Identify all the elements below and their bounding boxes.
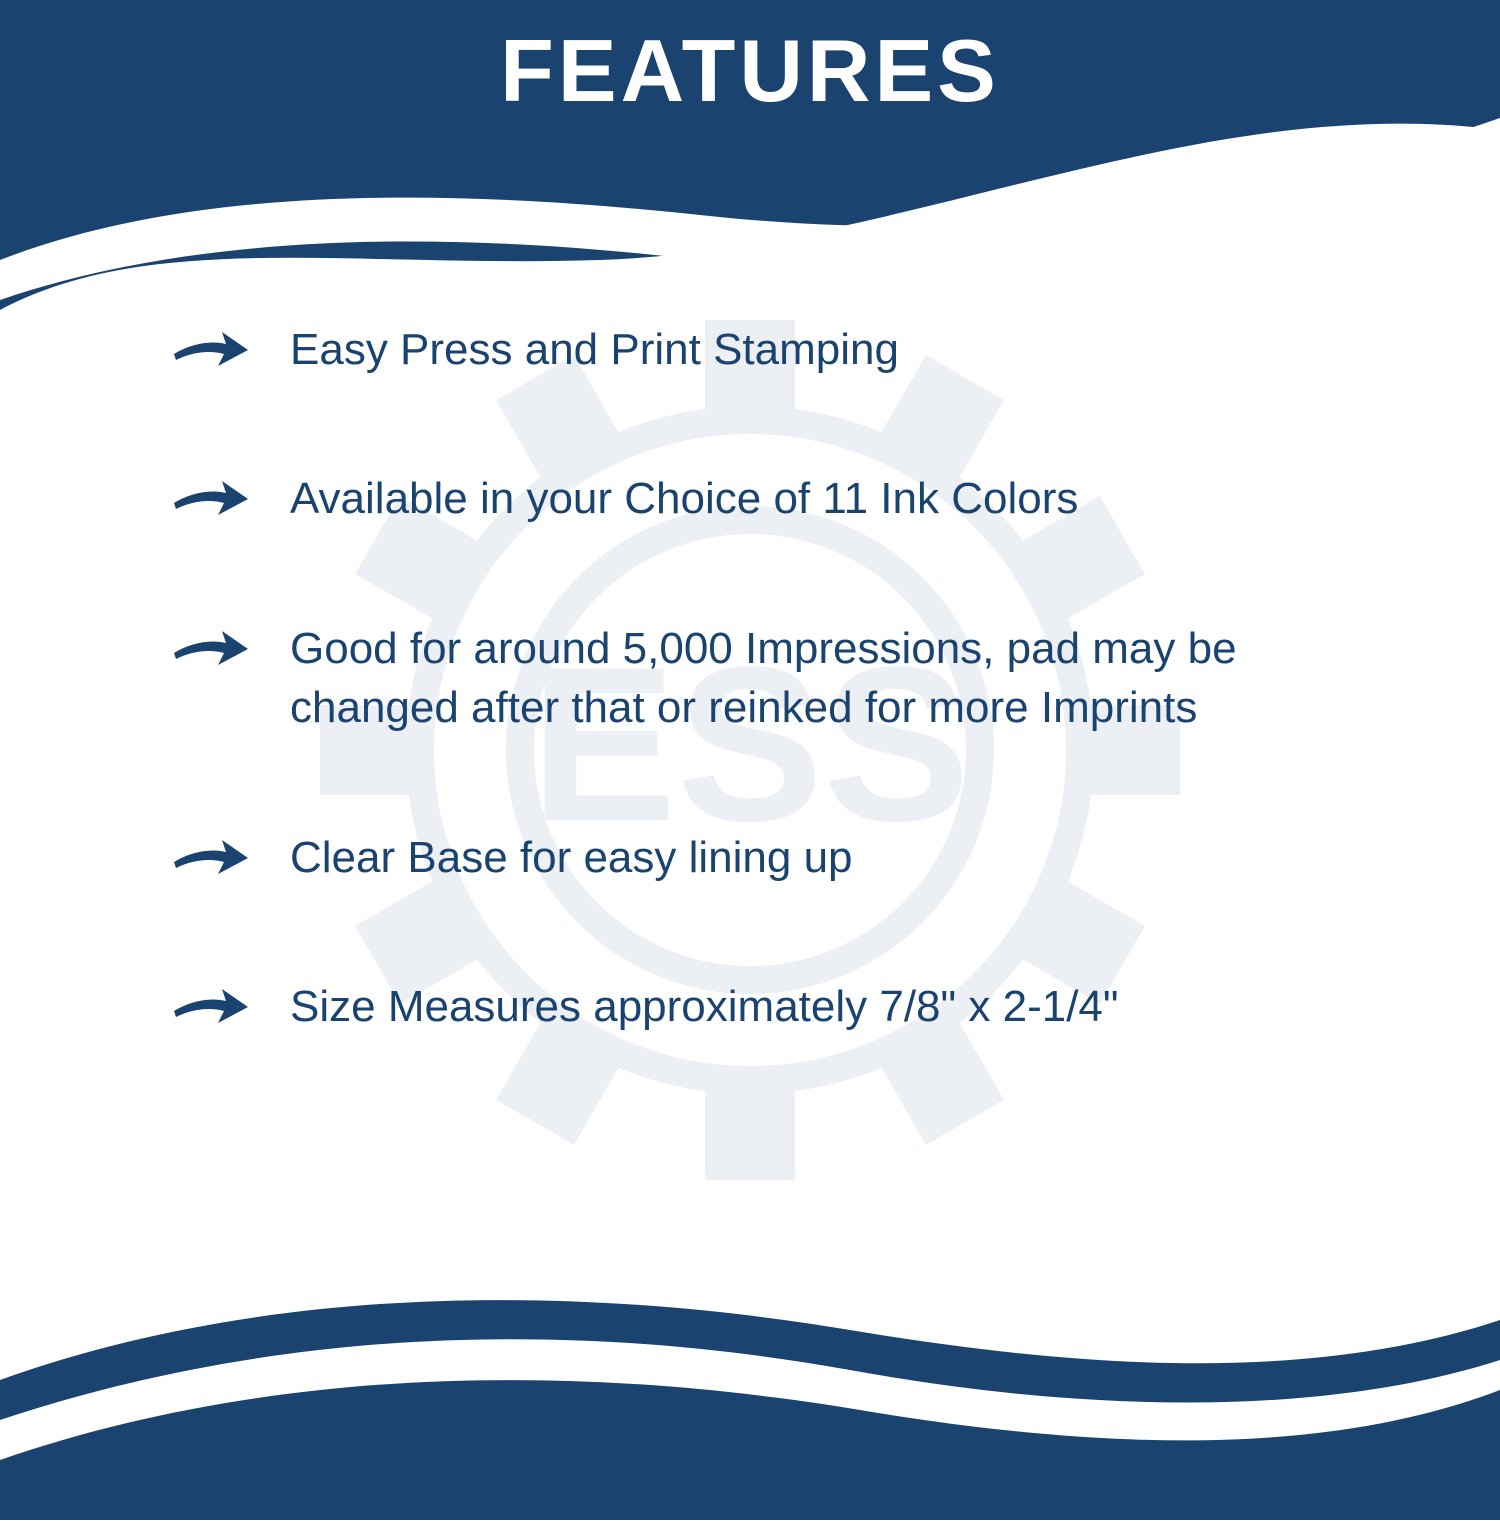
arrow-right-icon	[170, 625, 250, 674]
bottom-wave-svg	[0, 1260, 1500, 1520]
arrow-right-icon	[170, 475, 250, 524]
bottom-wave-fill	[0, 1380, 1500, 1520]
feature-text: Good for around 5,000 Impressions, pad m…	[290, 619, 1370, 738]
page-title: FEATURES	[0, 20, 1500, 122]
feature-text: Size Measures approximately 7/8" x 2-1/4…	[290, 977, 1119, 1036]
bottom-wave-band	[0, 1260, 1500, 1500]
feature-text: Available in your Choice of 11 Ink Color…	[290, 469, 1078, 528]
feature-item: Size Measures approximately 7/8" x 2-1/4…	[170, 977, 1370, 1036]
arrow-right-icon	[170, 834, 250, 883]
feature-item: Good for around 5,000 Impressions, pad m…	[170, 619, 1370, 738]
infographic-canvas: FEATURES	[0, 0, 1500, 1500]
feature-item: Available in your Choice of 11 Ink Color…	[170, 469, 1370, 528]
feature-text: Clear Base for easy lining up	[290, 828, 853, 887]
feature-text: Easy Press and Print Stamping	[290, 320, 899, 379]
arrow-right-icon	[170, 326, 250, 375]
arrow-right-icon	[170, 983, 250, 1032]
feature-item: Easy Press and Print Stamping	[170, 320, 1370, 379]
features-list: Easy Press and Print Stamping Available …	[170, 320, 1370, 1126]
feature-item: Clear Base for easy lining up	[170, 828, 1370, 887]
